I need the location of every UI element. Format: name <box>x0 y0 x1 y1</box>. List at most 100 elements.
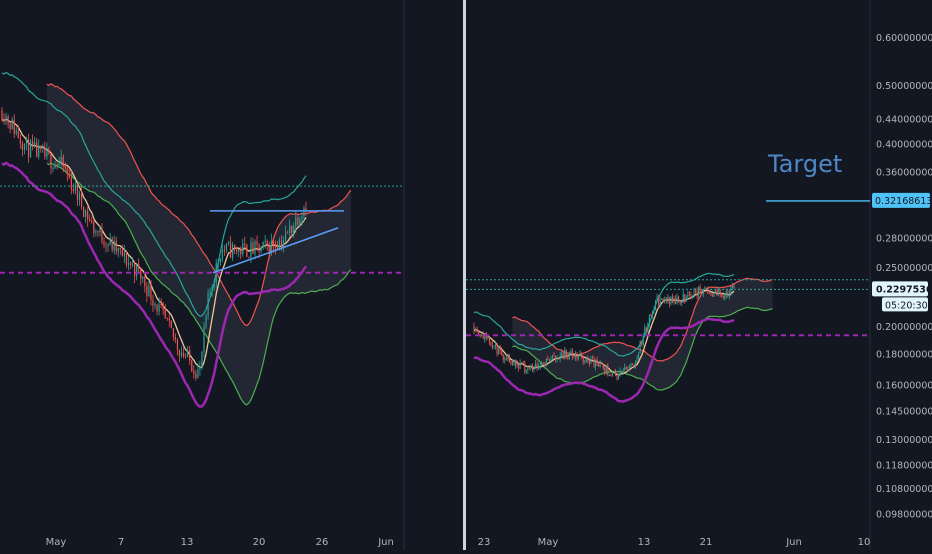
right-chart[interactable]: 0.09800000 0.10800000 0.11800000 0.13000000… <box>466 0 932 550</box>
candle-body <box>602 363 604 369</box>
candle-body <box>658 296 660 306</box>
candle-body <box>138 264 140 269</box>
candle-body <box>105 245 107 247</box>
candle-body <box>541 363 543 366</box>
candle-body <box>676 296 678 304</box>
candle-body <box>131 264 134 266</box>
candle-body <box>107 244 109 246</box>
candle-body <box>636 358 638 361</box>
y-tick-label: 0.25000000 <box>876 263 932 274</box>
candle-body <box>531 364 533 370</box>
candle-body <box>299 219 301 226</box>
candle-body <box>85 210 87 217</box>
candle-body <box>533 368 535 370</box>
candle-body <box>264 240 266 242</box>
candle-body <box>598 363 600 367</box>
x-tick-label: 23 <box>478 537 491 548</box>
candle-body <box>493 346 495 348</box>
candle-body <box>38 145 40 157</box>
candle-body <box>129 262 132 265</box>
candle-body <box>702 289 704 294</box>
x-tick-label: 26 <box>316 537 329 548</box>
candle-body <box>46 150 48 157</box>
candle-body <box>504 358 506 360</box>
candle-body <box>3 119 5 122</box>
candle-body <box>595 359 597 367</box>
candle-body <box>50 153 52 169</box>
candle-body <box>575 354 577 357</box>
candle-body <box>625 367 627 370</box>
right-chart-panel[interactable]: 0.09800000 0.10800000 0.11800000 0.13000000… <box>466 0 932 550</box>
candle-body <box>635 360 637 367</box>
candle-body <box>581 354 583 357</box>
candle-body <box>508 356 510 363</box>
candle-body <box>687 294 689 298</box>
candle-body <box>15 130 17 134</box>
candle-body <box>123 252 126 257</box>
candle-body <box>266 240 268 245</box>
candle-body <box>507 356 509 360</box>
candle-body <box>19 138 21 144</box>
candle-body <box>166 317 168 319</box>
candle-body <box>573 356 575 358</box>
candle-body <box>297 217 299 226</box>
candle-body <box>565 349 567 358</box>
candle-body <box>539 365 541 367</box>
left-chart-panel[interactable]: 0.000018000.000019000.000020000.00002100… <box>0 0 463 550</box>
candle-body <box>95 231 97 233</box>
candle-body <box>25 138 28 144</box>
candle-body <box>211 286 213 292</box>
candle-body <box>185 356 187 358</box>
candle-body <box>140 268 142 279</box>
candle-body <box>52 168 54 170</box>
candle-body <box>56 164 58 166</box>
band-upper-line <box>473 272 735 357</box>
candle-body <box>174 337 177 340</box>
candle-body <box>134 264 136 277</box>
candle-body <box>551 355 553 360</box>
candle-body <box>578 355 580 359</box>
candle-body <box>66 168 68 175</box>
candle-body <box>34 142 36 145</box>
candle-body <box>31 141 34 145</box>
candle-body <box>291 226 293 234</box>
candle-body <box>607 365 609 376</box>
candle-body <box>287 232 289 234</box>
y-tick-label: 0.16000000 <box>876 381 932 392</box>
candle-body <box>111 238 113 251</box>
y-tick-label: 0.28000000 <box>876 233 932 244</box>
candle-body <box>223 250 225 252</box>
y-tick-label: 0.36000000 <box>876 167 932 178</box>
candle-body <box>604 368 606 373</box>
candle-body <box>555 356 557 360</box>
y-tick-label: 0.09800000 <box>876 509 932 520</box>
candle-body <box>240 249 242 255</box>
candle-body <box>644 327 646 337</box>
y-tick-label: 0.20000000 <box>876 322 932 333</box>
candle-body <box>615 371 617 376</box>
candle-body <box>473 325 475 331</box>
candle-body <box>272 240 274 247</box>
candle-body <box>231 244 234 258</box>
candle-body <box>621 371 623 374</box>
candle-body <box>280 240 283 247</box>
current-price-label-bg <box>872 281 928 297</box>
candle-body <box>499 348 501 351</box>
candle-body <box>109 238 111 245</box>
candle-body <box>97 231 99 233</box>
candle-body <box>690 295 692 299</box>
countdown-label-bg <box>882 297 928 312</box>
panel-divider[interactable] <box>463 0 466 550</box>
candle-body <box>556 358 558 360</box>
left-chart[interactable]: 0.000018000.000019000.000020000.00002100… <box>0 0 463 550</box>
candle-body <box>558 358 560 360</box>
candle-body <box>559 355 561 360</box>
candle-body <box>74 184 77 191</box>
candle-body <box>91 220 93 223</box>
candle-body <box>58 163 60 166</box>
candle-body <box>528 367 530 369</box>
candle-body <box>156 304 158 312</box>
candle-body <box>708 292 710 294</box>
candle-body <box>252 242 254 254</box>
target-price-label-bg <box>872 192 930 208</box>
